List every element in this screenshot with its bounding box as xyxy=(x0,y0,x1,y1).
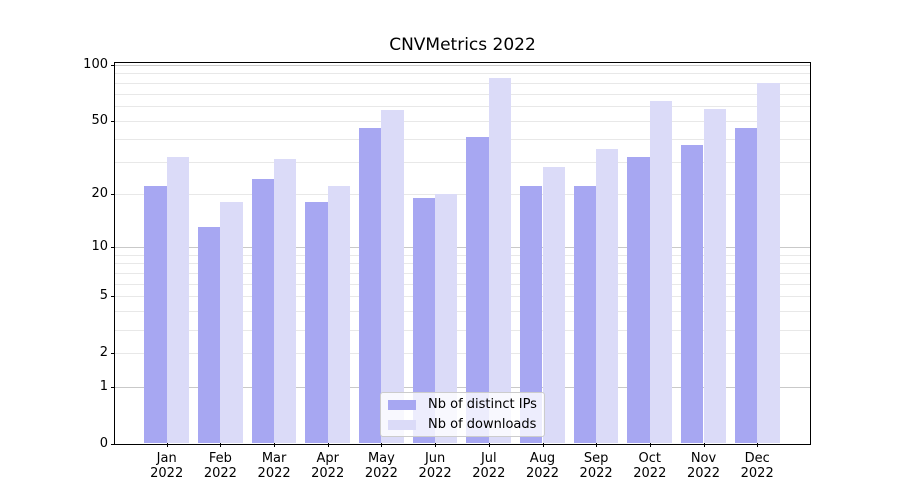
bar-distinct-ips-nov xyxy=(681,144,704,443)
x-tick-nov xyxy=(703,443,705,447)
legend-swatch-distinct-ips-icon xyxy=(388,399,416,410)
legend-label-distinct-ips: Nb of distinct IPs xyxy=(428,397,537,412)
bar-distinct-ips-jul xyxy=(466,136,489,443)
gridline-9 xyxy=(115,254,810,256)
gridline-5 xyxy=(115,296,810,298)
bar-downloads-jul xyxy=(488,77,512,443)
y-tick-label-0: 0 xyxy=(99,435,108,451)
y-tick-10 xyxy=(111,246,115,248)
y-tick-50 xyxy=(111,120,115,122)
x-tick-sep xyxy=(596,443,598,447)
bar-distinct-ips-apr xyxy=(305,201,328,443)
y-tick-0 xyxy=(111,443,115,445)
bar-distinct-ips-jan xyxy=(144,186,167,443)
gridline-8 xyxy=(115,263,810,265)
x-tick-label-may: May 2022 xyxy=(364,451,398,481)
gridline-1 xyxy=(115,386,810,388)
y-tick-label-100: 100 xyxy=(83,56,108,72)
legend-label-downloads: Nb of downloads xyxy=(428,417,537,432)
y-tick-label-1: 1 xyxy=(99,378,108,394)
x-tick-aug xyxy=(542,443,544,447)
x-tick-mar xyxy=(274,443,276,447)
x-tick-feb xyxy=(220,443,222,447)
x-tick-label-sep: Sep 2022 xyxy=(579,451,613,481)
bar-distinct-ips-jun xyxy=(412,197,436,443)
gridline-40 xyxy=(115,138,810,140)
legend: Nb of distinct IPs Nb of downloads xyxy=(380,392,545,437)
gridline-100 xyxy=(115,64,810,66)
y-tick-20 xyxy=(111,193,115,195)
y-tick-label-2: 2 xyxy=(99,345,108,361)
x-tick-label-mar: Mar 2022 xyxy=(257,451,291,481)
bar-downloads-aug xyxy=(542,167,565,443)
gridline-30 xyxy=(115,161,810,163)
y-tick-1 xyxy=(111,386,115,388)
bar-downloads-feb xyxy=(220,201,243,443)
bar-downloads-jan xyxy=(166,156,190,443)
gridline-10 xyxy=(115,246,810,248)
x-tick-label-aug: Aug 2022 xyxy=(525,451,560,481)
y-tick-label-50: 50 xyxy=(91,112,108,128)
x-tick-jul xyxy=(488,443,490,447)
gridline-60 xyxy=(115,106,810,108)
bar-downloads-mar xyxy=(274,159,297,443)
gridline-2 xyxy=(115,353,810,355)
bar-distinct-ips-dec xyxy=(734,127,758,443)
bar-downloads-may xyxy=(381,110,404,443)
x-tick-label-nov: Nov 2022 xyxy=(686,451,721,481)
legend-swatch-downloads-icon xyxy=(388,419,416,430)
bar-downloads-oct xyxy=(649,100,673,443)
bar-downloads-sep xyxy=(596,149,619,443)
bar-downloads-jun xyxy=(435,193,458,443)
gridline-6 xyxy=(115,283,810,285)
gridline-3 xyxy=(115,329,810,331)
gridline-50 xyxy=(115,120,810,122)
x-tick-label-dec: Dec 2022 xyxy=(740,451,774,481)
bar-distinct-ips-feb xyxy=(198,226,221,443)
gridline-4 xyxy=(115,311,810,313)
x-tick-label-jul: Jul 2022 xyxy=(472,451,506,481)
bar-distinct-ips-aug xyxy=(520,186,543,443)
gridline-90 xyxy=(115,73,810,75)
x-tick-label-feb: Feb 2022 xyxy=(203,451,237,481)
y-tick-label-10: 10 xyxy=(91,238,108,254)
y-tick-label-5: 5 xyxy=(99,288,108,304)
legend-item-distinct-ips: Nb of distinct IPs xyxy=(388,397,538,412)
gridline-70 xyxy=(115,93,810,95)
bar-distinct-ips-oct xyxy=(627,156,650,443)
x-tick-may xyxy=(381,443,383,447)
x-tick-dec xyxy=(757,443,759,447)
y-tick-5 xyxy=(111,296,115,298)
bar-distinct-ips-sep xyxy=(573,186,597,443)
x-tick-label-jan: Jan 2022 xyxy=(150,451,184,481)
gridline-80 xyxy=(115,82,810,84)
y-tick-100 xyxy=(111,64,115,66)
x-tick-label-apr: Apr 2022 xyxy=(311,451,345,481)
x-tick-oct xyxy=(649,443,651,447)
gridline-20 xyxy=(115,193,810,195)
bar-distinct-ips-mar xyxy=(251,179,275,443)
bar-downloads-nov xyxy=(703,108,726,443)
y-tick-label-20: 20 xyxy=(91,185,108,201)
bar-downloads-dec xyxy=(757,82,780,443)
y-tick-2 xyxy=(111,353,115,355)
x-tick-jan xyxy=(166,443,168,447)
bar-downloads-apr xyxy=(327,186,351,443)
gridline-7 xyxy=(115,272,810,274)
legend-item-downloads: Nb of downloads xyxy=(388,417,538,432)
x-tick-apr xyxy=(327,443,329,447)
x-tick-jun xyxy=(435,443,437,447)
bar-distinct-ips-may xyxy=(359,127,382,443)
chart-title: CNVMetrics 2022 xyxy=(389,35,536,55)
x-tick-label-oct: Oct 2022 xyxy=(633,451,667,481)
x-tick-label-jun: Jun 2022 xyxy=(418,451,452,481)
